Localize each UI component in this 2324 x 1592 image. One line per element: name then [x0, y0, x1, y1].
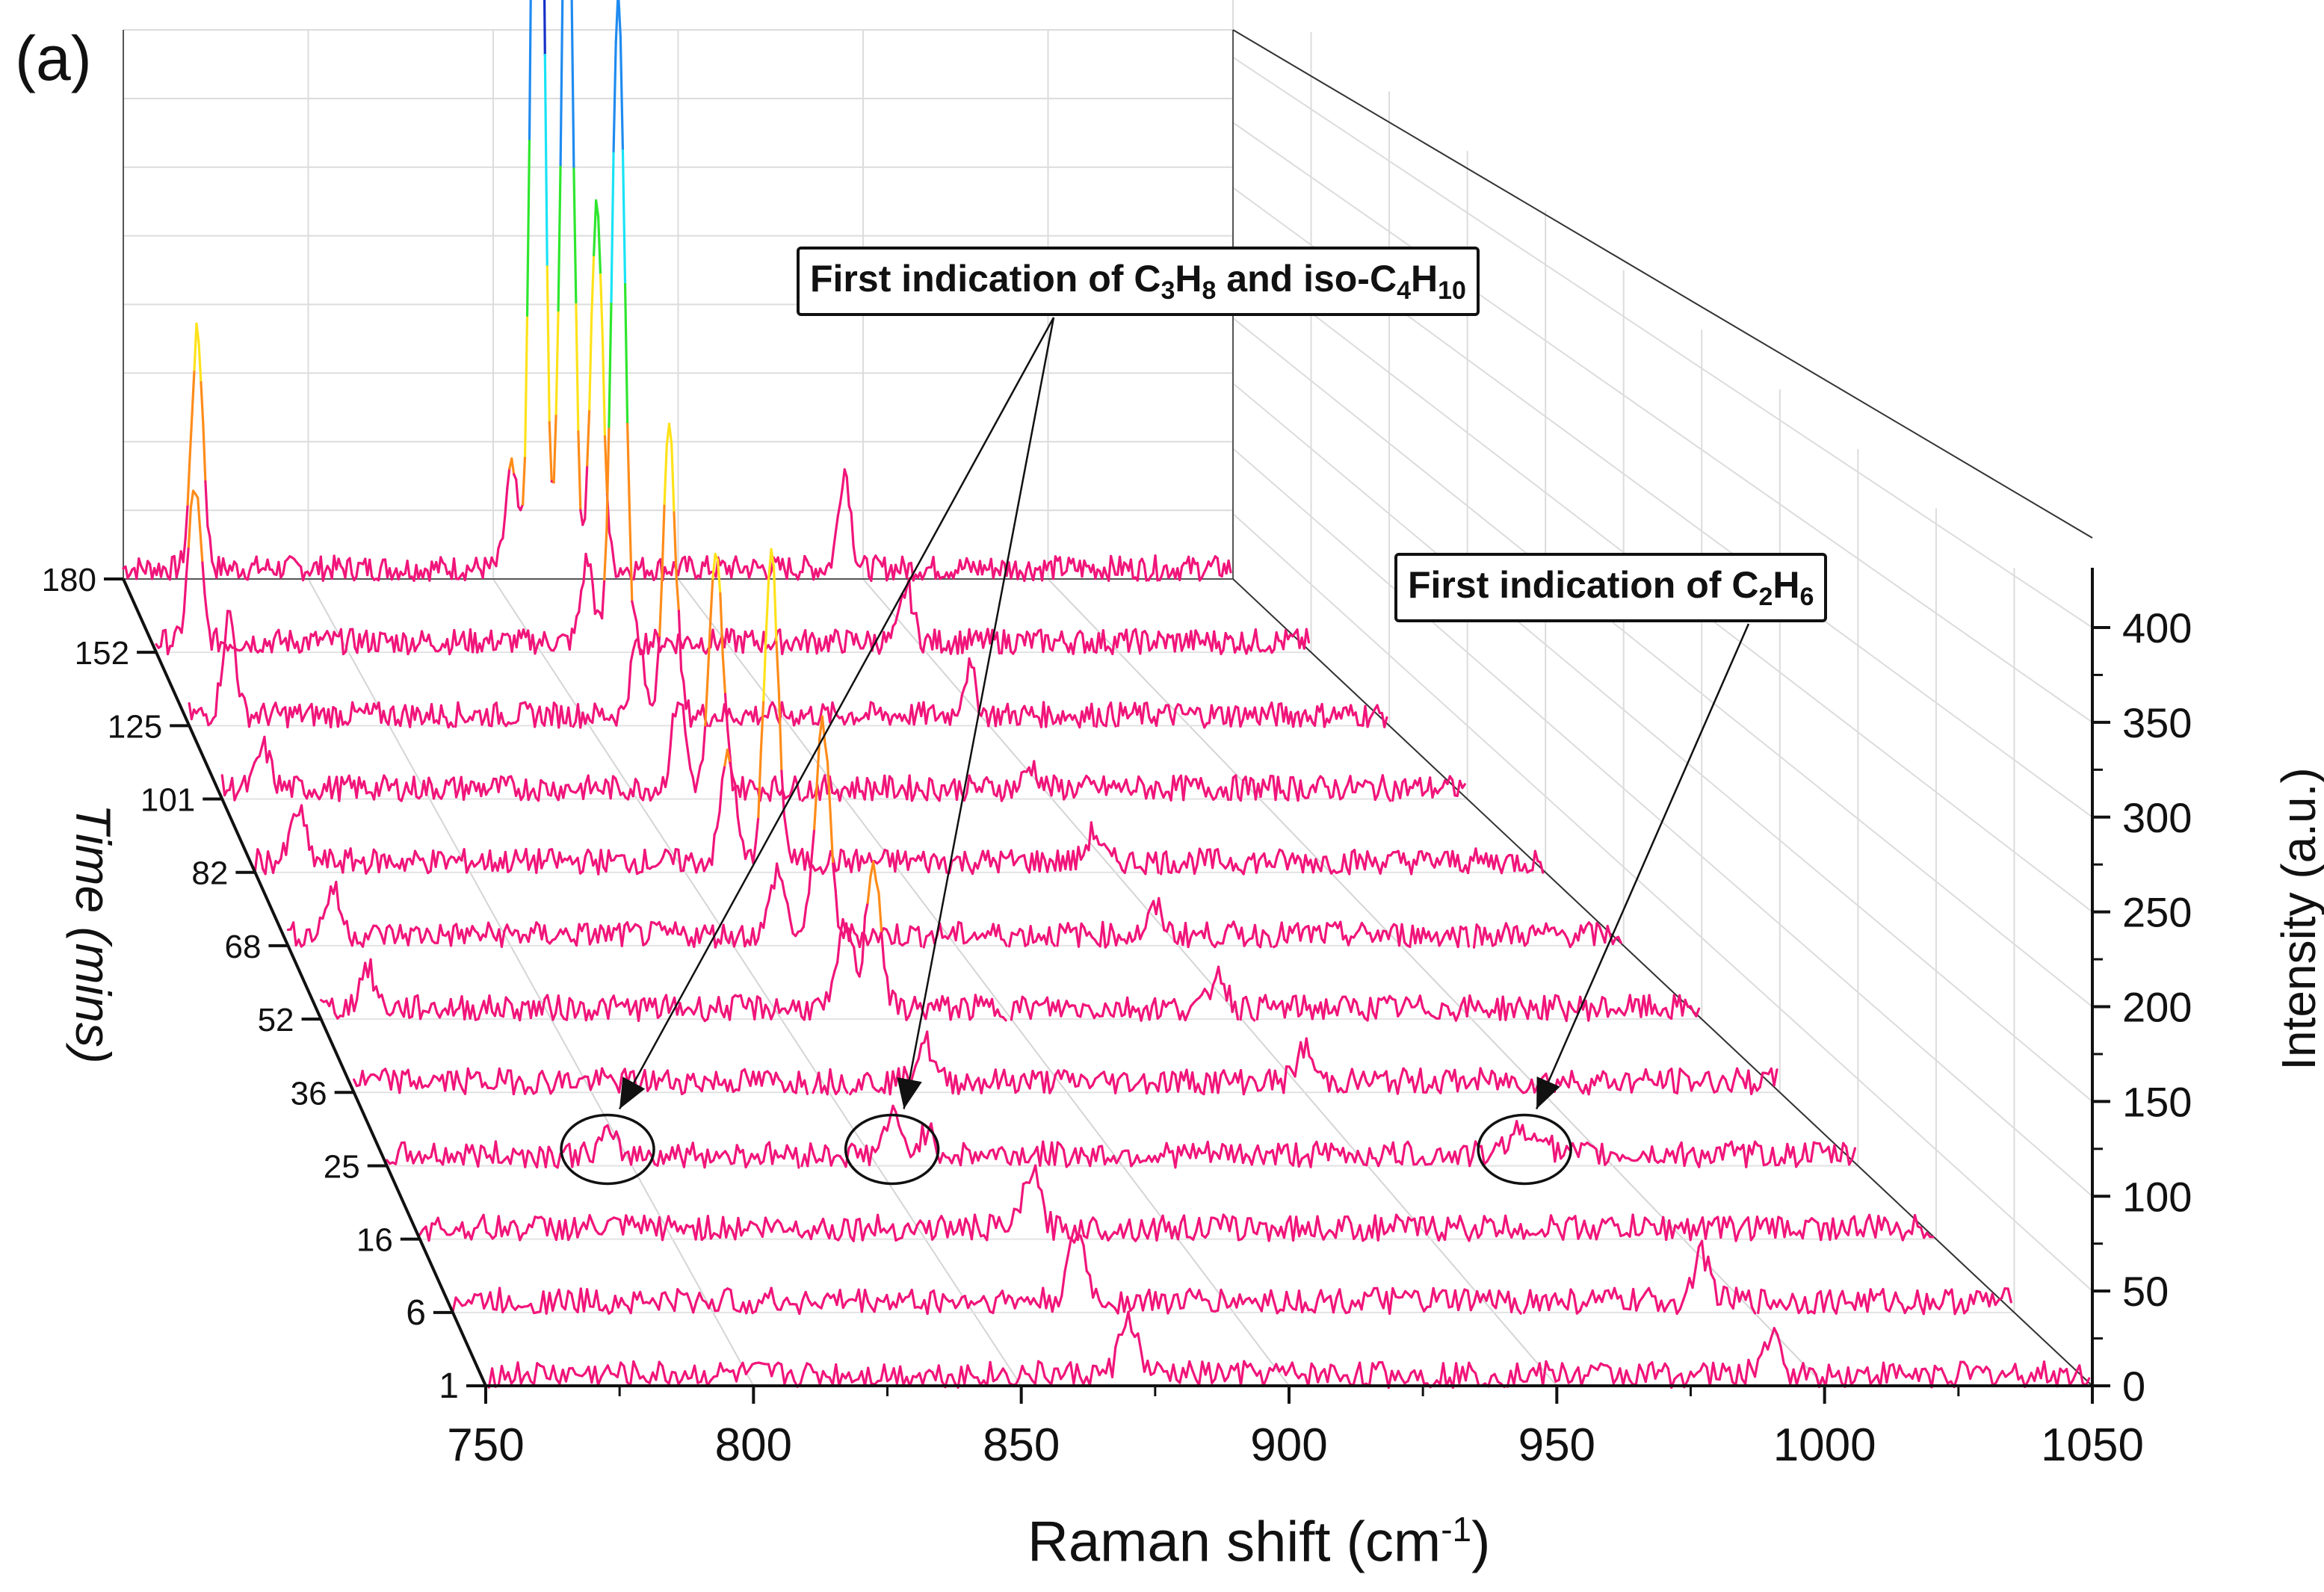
y-tick-label-400: 400 — [2122, 604, 2192, 651]
annotation-c2h6: First indication of C2H6 — [1394, 553, 1828, 622]
annotation-c3h8-isoc4h10: First indication of C3H8 and iso-C4H10 — [797, 247, 1480, 316]
annotation-arrow-0-1 — [903, 317, 1055, 1109]
annotation-arrowhead-0-0 — [619, 1077, 646, 1109]
series-time-25 — [386, 1104, 1857, 1169]
z-tick-label-1: 1 — [439, 1366, 459, 1406]
annotation-arrow-0-0 — [618, 317, 1055, 1110]
series-time-16 — [418, 1164, 1935, 1242]
y-tick-label-100: 100 — [2122, 1173, 2192, 1220]
y-tick-label-250: 250 — [2122, 889, 2192, 936]
series-time-52 — [319, 861, 1701, 1023]
z-tick-label-25: 25 — [324, 1148, 360, 1185]
series-time-36 — [353, 1030, 1778, 1096]
annotation-ellipse-0-1 — [844, 1113, 940, 1186]
annotation-arrowhead-0-1 — [897, 1077, 922, 1109]
z-tick-label-152: 152 — [75, 635, 129, 672]
y-axis-label: Intensity (a.u.) — [2272, 767, 2324, 1071]
x-tick-label-800: 800 — [715, 1419, 792, 1471]
grid-layer — [123, 0, 2093, 1387]
y-tick-label-150: 150 — [2122, 1078, 2192, 1125]
x-tick-label-850: 850 — [983, 1419, 1060, 1471]
annotation-layer — [560, 317, 1750, 1186]
series-layer — [122, 0, 2091, 1390]
x-tick-label-1000: 1000 — [1773, 1419, 1876, 1471]
series-time-82 — [253, 548, 1545, 876]
z-tick-label-82: 82 — [191, 855, 228, 892]
z-tick-label-101: 101 — [140, 782, 195, 819]
series-time-101 — [220, 552, 1466, 802]
series-time-152 — [155, 0, 1311, 656]
axis-layer: 750 800 850 900 950 1000 1050 0 50 100 150 200 250 30… — [42, 562, 2192, 1471]
y-tick-label-0: 0 — [2122, 1363, 2145, 1410]
x-tick-label-900: 900 — [1250, 1419, 1327, 1471]
series-time-180 — [122, 0, 1232, 583]
z-axis-label: Time (mins) — [66, 804, 121, 1064]
z-tick-label-6: 6 — [406, 1293, 426, 1333]
annotation-ellipse-1-0 — [1477, 1113, 1572, 1186]
z-tick-label-125: 125 — [108, 708, 162, 745]
y-tick-label-200: 200 — [2122, 984, 2192, 1031]
z-tick-label-68: 68 — [225, 929, 262, 965]
y-tick-label-300: 300 — [2122, 794, 2192, 841]
y-tick-label-50: 50 — [2122, 1268, 2169, 1315]
series-time-6 — [451, 1233, 2012, 1316]
annotation-arrow-1-0 — [1535, 623, 1750, 1109]
panel-label: (a) — [15, 23, 92, 93]
annotation-arrowhead-1-0 — [1536, 1076, 1560, 1109]
series-time-1 — [487, 1310, 2091, 1390]
x-tick-label-1050: 1050 — [2041, 1419, 2144, 1471]
z-tick-label-16: 16 — [356, 1222, 393, 1259]
z-tick-label-180: 180 — [42, 562, 96, 598]
z-tick-label-36: 36 — [291, 1075, 327, 1112]
x-axis-label: Raman shift (cm-1) — [1027, 1510, 1491, 1574]
annotation-ellipse-0-0 — [560, 1113, 655, 1186]
z-tick-label-52: 52 — [258, 1002, 294, 1038]
series-time-125 — [188, 422, 1388, 729]
x-tick-label-950: 950 — [1518, 1419, 1595, 1471]
x-tick-label-750: 750 — [447, 1419, 524, 1471]
series-time-68 — [286, 715, 1622, 949]
y-tick-label-350: 350 — [2122, 699, 2192, 746]
